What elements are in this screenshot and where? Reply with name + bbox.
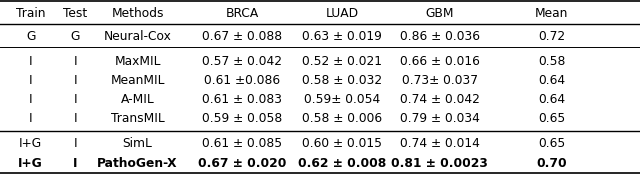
Text: 0.65: 0.65 xyxy=(538,137,565,150)
Text: LUAD: LUAD xyxy=(326,7,359,19)
Text: Train: Train xyxy=(16,7,45,19)
Text: 0.58 ± 0.006: 0.58 ± 0.006 xyxy=(302,112,383,125)
Text: I+G: I+G xyxy=(19,157,43,169)
Text: 0.59 ± 0.058: 0.59 ± 0.058 xyxy=(202,112,282,125)
Text: 0.70: 0.70 xyxy=(536,157,567,169)
Text: Test: Test xyxy=(63,7,88,19)
Text: 0.64: 0.64 xyxy=(538,93,565,106)
Text: I: I xyxy=(73,157,78,169)
Text: 0.58: 0.58 xyxy=(538,55,565,68)
Text: 0.81 ± 0.0023: 0.81 ± 0.0023 xyxy=(391,157,488,169)
Text: I: I xyxy=(29,55,33,68)
Text: 0.62 ± 0.008: 0.62 ± 0.008 xyxy=(298,157,387,169)
Text: TransMIL: TransMIL xyxy=(111,112,164,125)
Text: SimL: SimL xyxy=(123,137,152,150)
Text: I: I xyxy=(74,112,77,125)
Text: I: I xyxy=(29,74,33,87)
Text: 0.73± 0.037: 0.73± 0.037 xyxy=(402,74,477,87)
Text: I: I xyxy=(74,55,77,68)
Text: 0.86 ± 0.036: 0.86 ± 0.036 xyxy=(400,30,480,43)
Text: 0.74 ± 0.042: 0.74 ± 0.042 xyxy=(400,93,479,106)
Text: G: G xyxy=(71,30,80,43)
Text: Neural-Cox: Neural-Cox xyxy=(104,30,172,43)
Text: 0.52 ± 0.021: 0.52 ± 0.021 xyxy=(303,55,383,68)
Text: GBM: GBM xyxy=(426,7,454,19)
Text: Mean: Mean xyxy=(535,7,568,19)
Text: 0.57 ± 0.042: 0.57 ± 0.042 xyxy=(202,55,282,68)
Text: 0.67 ± 0.020: 0.67 ± 0.020 xyxy=(198,157,286,169)
Text: G: G xyxy=(26,30,35,43)
Text: PathoGen-X: PathoGen-X xyxy=(97,157,178,169)
Text: I: I xyxy=(74,74,77,87)
Text: 0.72: 0.72 xyxy=(538,30,565,43)
Text: 0.61 ± 0.085: 0.61 ± 0.085 xyxy=(202,137,282,150)
Text: A-MIL: A-MIL xyxy=(121,93,154,106)
Text: 0.61 ±0.086: 0.61 ±0.086 xyxy=(204,74,280,87)
Text: 0.74 ± 0.014: 0.74 ± 0.014 xyxy=(400,137,479,150)
Text: I+G: I+G xyxy=(19,137,42,150)
Text: 0.79 ± 0.034: 0.79 ± 0.034 xyxy=(400,112,479,125)
Text: 0.64: 0.64 xyxy=(538,74,565,87)
Text: I: I xyxy=(74,137,77,150)
Text: MaxMIL: MaxMIL xyxy=(115,55,161,68)
Text: 0.67 ± 0.088: 0.67 ± 0.088 xyxy=(202,30,282,43)
Text: 0.65: 0.65 xyxy=(538,112,565,125)
Text: I: I xyxy=(29,112,33,125)
Text: 0.58 ± 0.032: 0.58 ± 0.032 xyxy=(302,74,383,87)
Text: MeanMIL: MeanMIL xyxy=(110,74,165,87)
Text: 0.63 ± 0.019: 0.63 ± 0.019 xyxy=(303,30,382,43)
Text: BRCA: BRCA xyxy=(225,7,259,19)
Text: Methods: Methods xyxy=(111,7,164,19)
Text: 0.66 ± 0.016: 0.66 ± 0.016 xyxy=(400,55,479,68)
Text: I: I xyxy=(74,93,77,106)
Text: I: I xyxy=(29,93,33,106)
Text: 0.61 ± 0.083: 0.61 ± 0.083 xyxy=(202,93,282,106)
Text: 0.60 ± 0.015: 0.60 ± 0.015 xyxy=(303,137,383,150)
Text: 0.59± 0.054: 0.59± 0.054 xyxy=(304,93,381,106)
